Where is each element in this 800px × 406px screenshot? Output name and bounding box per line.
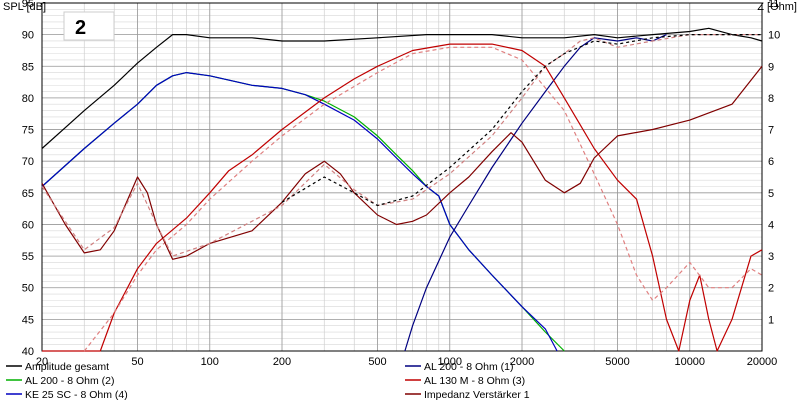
series-line-8 xyxy=(281,33,762,207)
y-left-tick-label: 65 xyxy=(22,188,34,200)
y-right-tick-label: 1 xyxy=(768,314,774,326)
legend-label: AL 200 - 8 Ohm (2) xyxy=(25,375,114,387)
series-line-5 xyxy=(83,46,763,352)
series-line-0 xyxy=(41,27,763,149)
y-axis-right-label: Z [Ohm] xyxy=(757,1,797,13)
x-tick-label: 500 xyxy=(368,356,386,368)
x-tick-label: 200 xyxy=(273,356,291,368)
y-right-tick-label: 3 xyxy=(768,251,774,263)
y-axis-left-label: SPL [dB] xyxy=(3,1,46,13)
x-tick-label: 1000 xyxy=(438,356,462,368)
y-axis-right-ticks: 1 2 3 4 5 6 7 8 9 10 11 xyxy=(768,0,780,326)
series-line-2 xyxy=(41,71,558,352)
y-left-tick-label: 80 xyxy=(22,93,34,105)
y-left-tick-label: 90 xyxy=(22,30,34,42)
y-left-tick-label: 50 xyxy=(22,283,34,295)
y-left-tick-label: 40 xyxy=(22,346,34,358)
y-right-tick-label: 6 xyxy=(768,156,774,168)
series-line-7 xyxy=(41,33,762,257)
series-layer xyxy=(41,27,763,352)
series-line-3 xyxy=(404,34,667,352)
legend-label: AL 200 - 8 Ohm (1) xyxy=(424,361,513,373)
x-tick-label: 20 xyxy=(36,356,48,368)
y-left-tick-label: 75 xyxy=(22,125,34,137)
x-axis-ticks: 20 50 100 200 500 1000 2000 5000 10000 20000 xyxy=(36,356,777,368)
y-right-tick-label: 2 xyxy=(768,283,774,295)
legend: Amplitude gesamt AL 200 - 8 Ohm (2) KE 25 … xyxy=(6,361,530,401)
y-left-tick-label: 60 xyxy=(22,219,34,231)
plot-frame xyxy=(41,2,763,352)
x-tick-label: 50 xyxy=(131,356,143,368)
x-tick-label: 2000 xyxy=(510,356,534,368)
legend-label: AL 130 M - 8 Ohm (3) xyxy=(424,375,525,387)
legend-label: Impedanz Verstärker 1 xyxy=(424,389,530,401)
y-left-tick-label: 85 xyxy=(22,61,34,73)
chart-badge-number: 2 xyxy=(75,17,86,39)
y-right-tick-label: 11 xyxy=(768,0,779,10)
x-tick-label: 5000 xyxy=(605,356,629,368)
y-axis-left-ticks: 40 45 50 55 60 65 70 75 80 85 90 95 xyxy=(22,0,34,358)
y-right-tick-label: 7 xyxy=(768,125,774,137)
legend-label: Amplitude gesamt xyxy=(25,361,109,373)
x-tick-label: 10000 xyxy=(674,356,705,368)
x-tick-label: 20000 xyxy=(747,356,778,368)
chart-badge xyxy=(63,11,115,41)
y-left-tick-label: 45 xyxy=(22,314,34,326)
y-left-tick-label: 55 xyxy=(22,251,34,263)
x-tick-label: 100 xyxy=(201,356,219,368)
series-line-6 xyxy=(41,65,763,260)
legend-label: KE 25 SC - 8 Ohm (4) xyxy=(25,389,128,401)
y-right-tick-label: 5 xyxy=(768,188,774,200)
y-left-tick-label: 95 xyxy=(22,0,34,10)
y-right-tick-label: 4 xyxy=(768,219,774,231)
y-left-tick-label: 70 xyxy=(22,156,34,168)
series-line-4 xyxy=(42,43,763,352)
y-right-tick-label: 10 xyxy=(768,30,780,42)
y-right-tick-label: 8 xyxy=(768,93,774,105)
y-right-tick-label: 9 xyxy=(768,61,774,73)
